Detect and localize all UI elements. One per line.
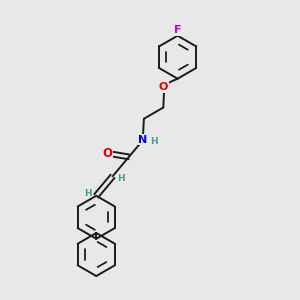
Text: H: H xyxy=(117,174,125,183)
Text: H: H xyxy=(84,189,92,198)
Text: H: H xyxy=(150,137,158,146)
Text: N: N xyxy=(138,135,148,145)
Text: F: F xyxy=(174,25,182,35)
Text: O: O xyxy=(102,147,112,160)
Text: O: O xyxy=(159,82,168,92)
